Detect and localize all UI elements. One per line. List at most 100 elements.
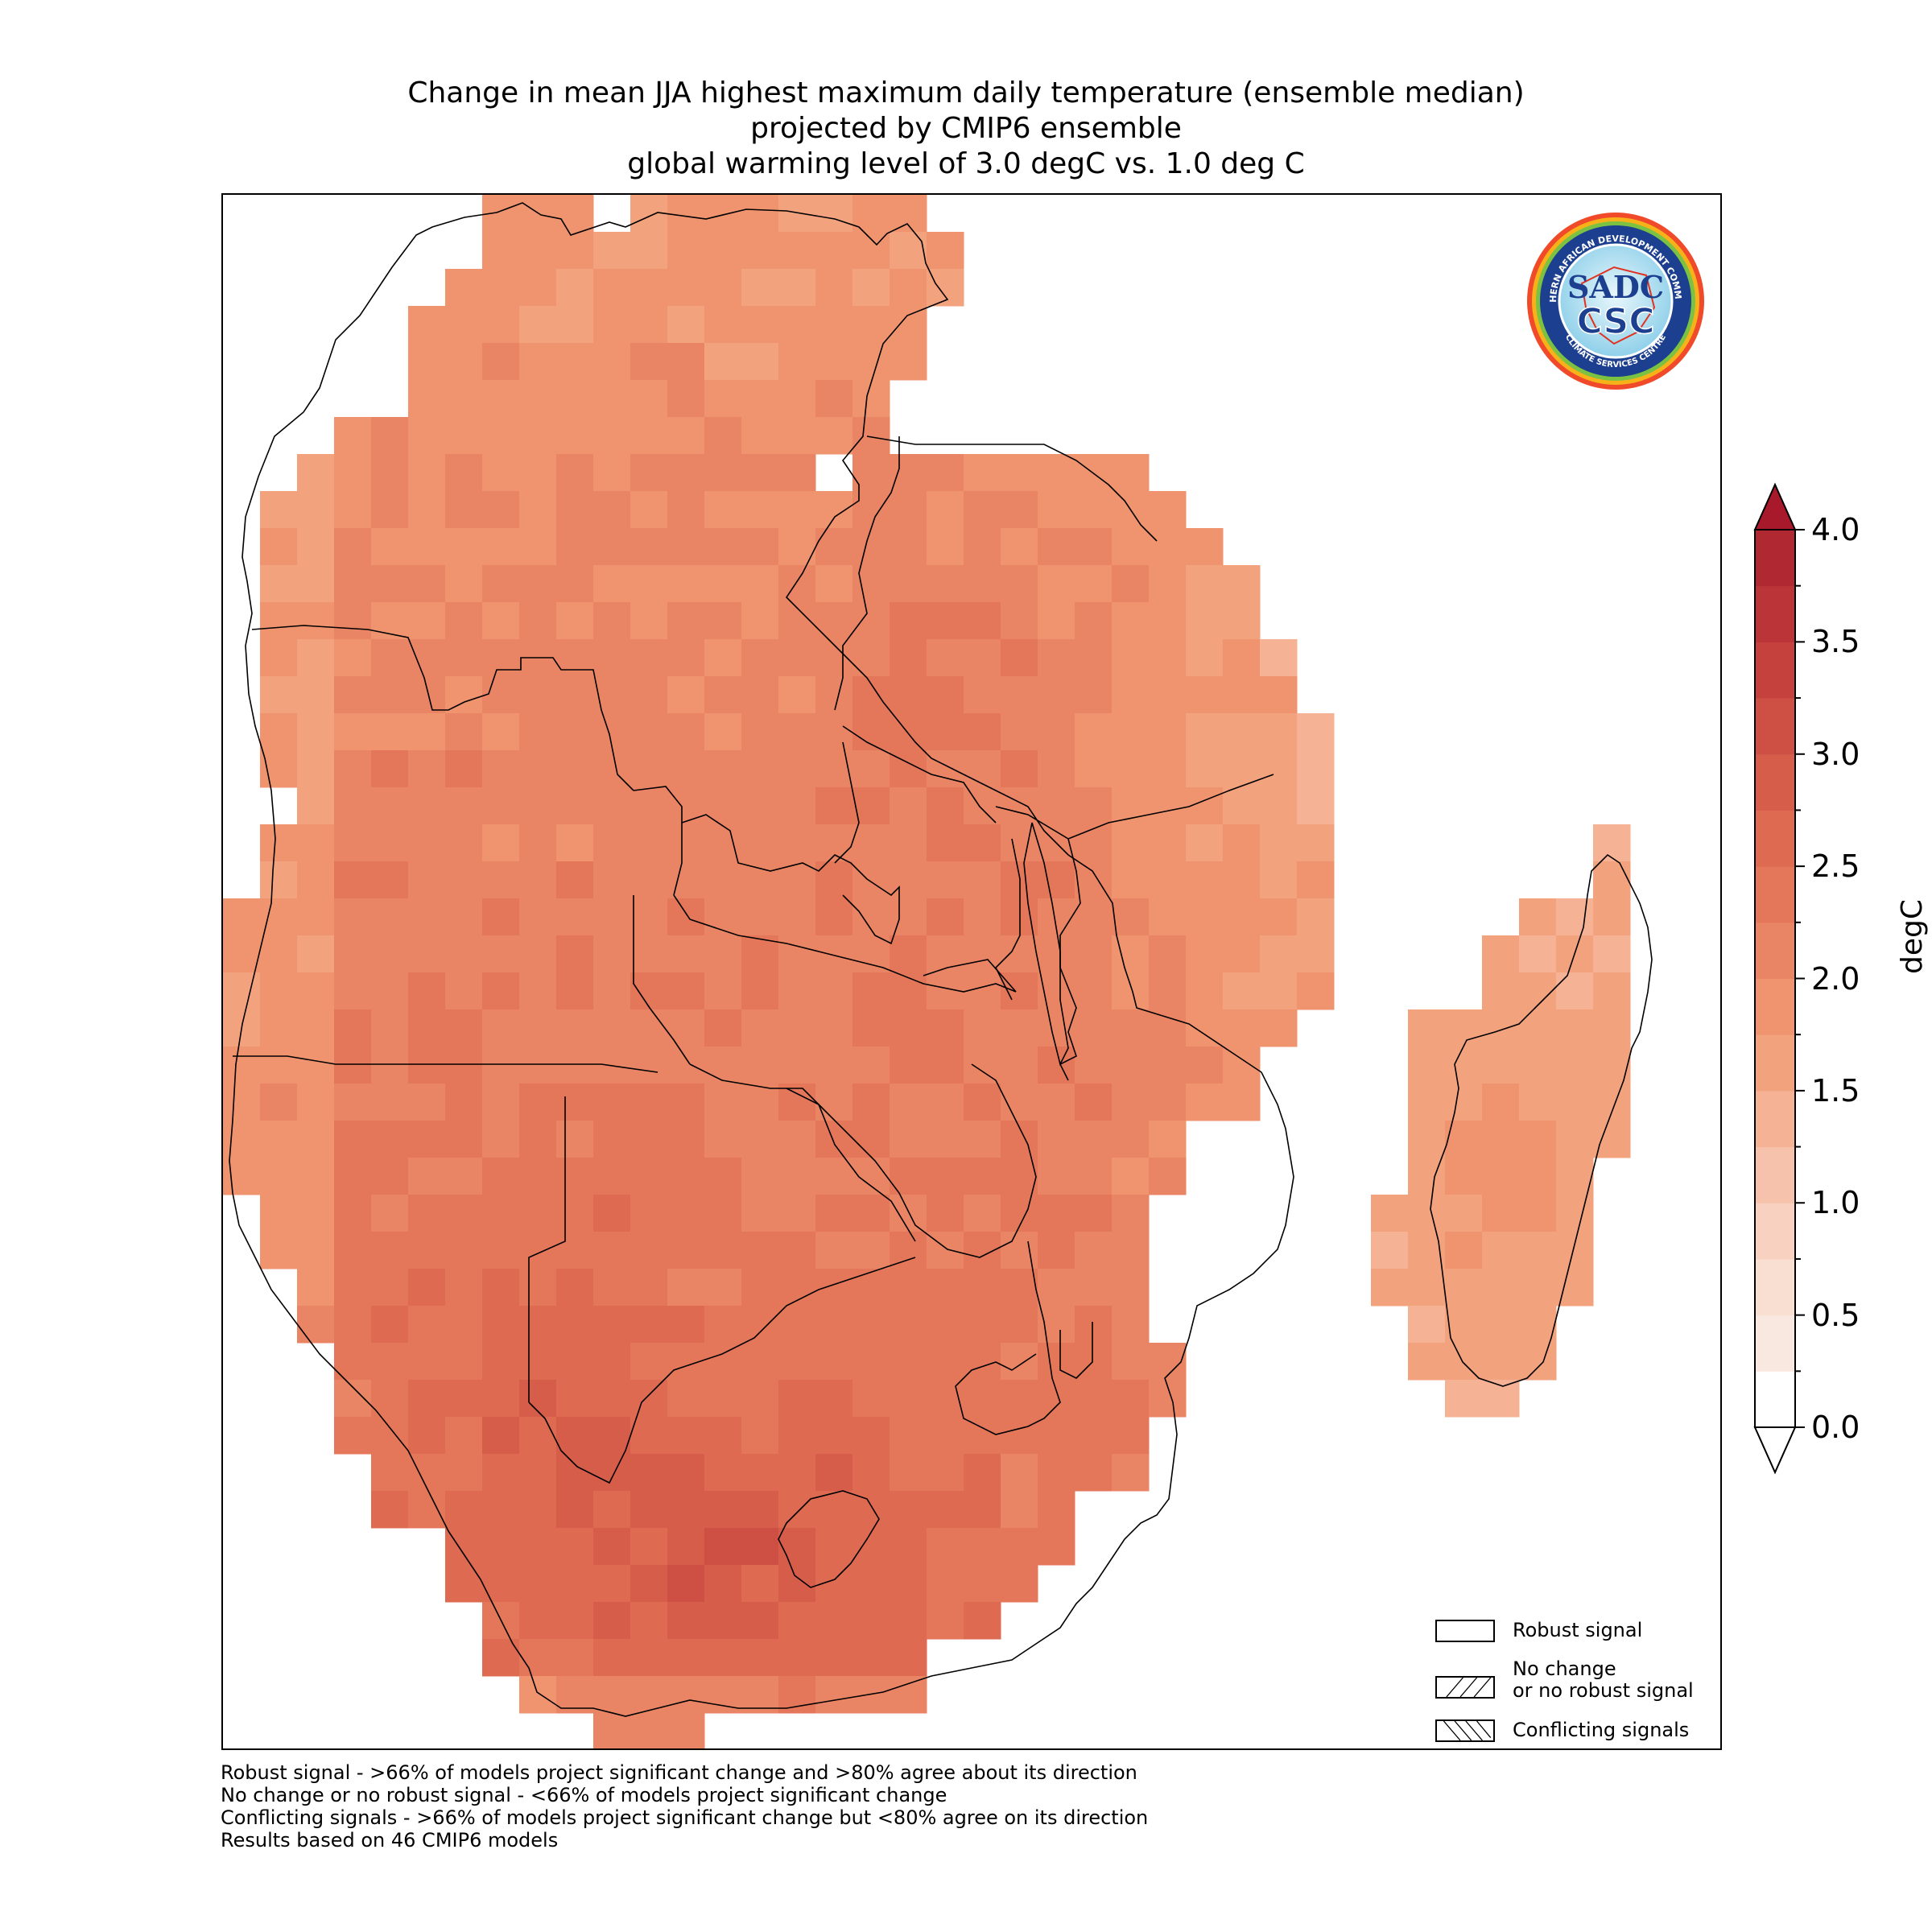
border-namibia-east bbox=[528, 1096, 566, 1402]
grid-cell bbox=[1482, 1232, 1520, 1269]
grid-cell bbox=[1186, 861, 1224, 899]
map-canvas bbox=[223, 195, 1653, 1748]
grid-cell bbox=[1371, 1232, 1409, 1269]
grid-cell bbox=[1593, 898, 1631, 936]
grid-cell bbox=[371, 1269, 409, 1307]
grid-cell bbox=[667, 824, 705, 862]
grid-cell bbox=[1038, 1232, 1075, 1269]
grid-cell bbox=[297, 602, 335, 640]
grid-cell bbox=[445, 1084, 483, 1121]
grid-cell bbox=[778, 1639, 816, 1677]
grid-cell bbox=[815, 528, 853, 566]
grid-cell bbox=[519, 824, 557, 862]
grid-cell bbox=[630, 1306, 668, 1344]
grid-cell bbox=[1112, 676, 1150, 714]
grid-cell bbox=[1001, 1417, 1038, 1455]
grid-cell bbox=[927, 639, 964, 677]
grid-cell bbox=[334, 935, 372, 973]
grid-cell bbox=[1075, 639, 1113, 677]
grid-cell bbox=[778, 676, 816, 714]
grid-cell bbox=[964, 1565, 1001, 1603]
grid-cell bbox=[778, 343, 816, 381]
grid-cell bbox=[593, 935, 631, 973]
grid-cell bbox=[445, 861, 483, 899]
grid-cell bbox=[593, 1084, 631, 1121]
colorbar-tick-label: 0.5 bbox=[1811, 1297, 1860, 1333]
grid-cell bbox=[630, 1121, 668, 1158]
grid-cell bbox=[964, 898, 1001, 936]
grid-cell bbox=[964, 1602, 1001, 1640]
grid-cell bbox=[778, 898, 816, 936]
grid-cell bbox=[593, 1380, 631, 1418]
grid-cell bbox=[1075, 1454, 1113, 1492]
grid-cell bbox=[741, 1380, 779, 1418]
grid-cell bbox=[1075, 898, 1113, 936]
grid-cell bbox=[1038, 602, 1075, 640]
grid-cell bbox=[630, 861, 668, 899]
grid-cell bbox=[852, 1565, 890, 1603]
grid-cell bbox=[1186, 750, 1224, 788]
grid-cell bbox=[1075, 1269, 1113, 1307]
grid-cell bbox=[1038, 713, 1075, 751]
grid-cell bbox=[890, 861, 927, 899]
grid-cell bbox=[334, 861, 372, 899]
grid-cell bbox=[630, 750, 668, 788]
grid-cell bbox=[297, 565, 335, 603]
grid-cell bbox=[667, 1713, 705, 1748]
grid-cell bbox=[667, 935, 705, 973]
grid-cell bbox=[927, 1528, 964, 1566]
grid-cell bbox=[964, 861, 1001, 899]
grid-cell bbox=[1112, 1417, 1150, 1455]
grid-cell bbox=[334, 787, 372, 825]
grid-cell bbox=[482, 1380, 520, 1418]
grid-cell bbox=[927, 1009, 964, 1047]
grid-cell bbox=[371, 1084, 409, 1121]
grid-cell bbox=[667, 1380, 705, 1418]
grid-cell bbox=[445, 1232, 483, 1269]
grid-cell bbox=[593, 1009, 631, 1047]
grid-cell bbox=[778, 1121, 816, 1158]
grid-cell bbox=[890, 1417, 927, 1455]
grid-cell bbox=[741, 824, 779, 862]
grid-cell bbox=[964, 639, 1001, 677]
grid-cell bbox=[408, 565, 446, 603]
grid-cell bbox=[741, 380, 779, 418]
grid-cell bbox=[890, 602, 927, 640]
grid-cell bbox=[890, 1380, 927, 1418]
grid-cell bbox=[519, 1565, 557, 1603]
grid-cell bbox=[334, 972, 372, 1010]
grid-cell bbox=[1556, 1121, 1594, 1158]
grid-cell bbox=[630, 1009, 668, 1047]
grid-cell bbox=[778, 1676, 816, 1714]
grid-cell bbox=[408, 1158, 446, 1195]
grid-cell bbox=[445, 1565, 483, 1603]
grid-cell bbox=[1482, 1269, 1520, 1307]
grid-cell bbox=[852, 639, 890, 677]
grid-cell bbox=[445, 898, 483, 936]
grid-cell bbox=[334, 750, 372, 788]
grid-cell bbox=[741, 343, 779, 381]
grid-cell bbox=[778, 1158, 816, 1195]
grid-cell bbox=[704, 1491, 742, 1529]
grid-cell bbox=[297, 972, 335, 1010]
grid-cell bbox=[593, 1713, 631, 1748]
grid-cell bbox=[630, 602, 668, 640]
grid-cell bbox=[741, 1454, 779, 1492]
grid-cell bbox=[445, 824, 483, 862]
grid-cell bbox=[741, 1009, 779, 1047]
grid-cell bbox=[741, 417, 779, 455]
grid-cell bbox=[1038, 676, 1075, 714]
grid-cell bbox=[519, 306, 557, 344]
grid-cell bbox=[1112, 1121, 1150, 1158]
grid-cell bbox=[1149, 1009, 1187, 1047]
grid-cell bbox=[371, 1417, 409, 1455]
grid-cell bbox=[223, 1084, 261, 1121]
grid-cell bbox=[704, 972, 742, 1010]
grid-cell bbox=[1075, 1046, 1113, 1084]
grid-cell bbox=[815, 1343, 853, 1381]
grid-cell bbox=[371, 639, 409, 677]
grid-cell bbox=[1075, 602, 1113, 640]
grid-cell bbox=[260, 713, 298, 751]
grid-cell bbox=[1223, 639, 1261, 677]
grid-cell bbox=[704, 1417, 742, 1455]
